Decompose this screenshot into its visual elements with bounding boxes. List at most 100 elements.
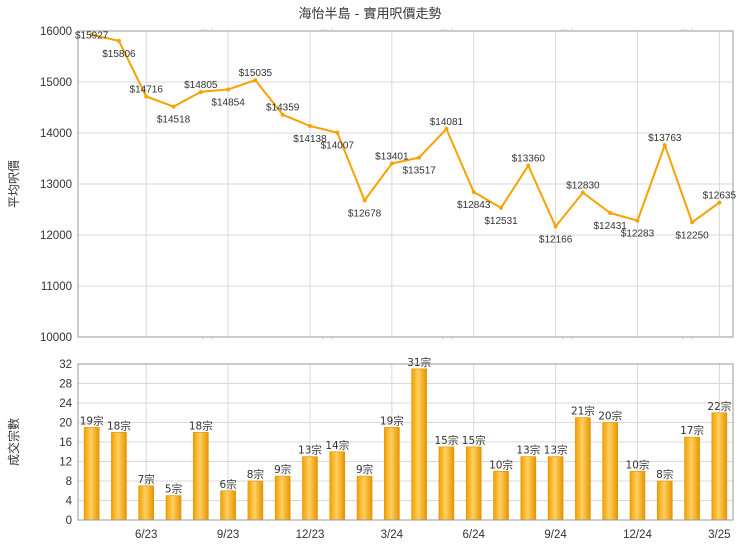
y-tick-label: 24 <box>59 398 72 410</box>
volume-data-label: 10宗 <box>489 458 513 471</box>
price-point <box>717 200 722 205</box>
y-tick-label: 32 <box>59 359 72 371</box>
y-tick-label: 4 <box>66 496 73 508</box>
price-data-label: $14518 <box>157 115 191 126</box>
price-point <box>253 78 258 83</box>
price-data-label: $14805 <box>184 80 218 91</box>
volume-bar <box>83 427 100 521</box>
price-data-label: $14081 <box>430 117 464 128</box>
y-tick-label: 14000 <box>40 128 72 140</box>
price-point <box>662 143 667 148</box>
price-point <box>89 32 94 37</box>
price-point <box>499 205 504 210</box>
y-tick-label: 13000 <box>40 179 72 191</box>
volume-bar <box>411 368 427 521</box>
volume-bar <box>329 451 346 521</box>
volume-bar <box>711 412 728 521</box>
y-tick-label: 10000 <box>40 332 72 344</box>
price-point <box>280 112 285 117</box>
y-tick-label: 15000 <box>40 77 72 89</box>
volume-data-label: 21宗 <box>571 405 595 418</box>
x-tick-label: 9/23 <box>217 529 239 541</box>
x-tick-label: 12/23 <box>296 529 325 541</box>
volume-bar <box>274 475 291 521</box>
volume-data-label: 15宗 <box>435 434 459 447</box>
volume-bar <box>302 456 318 521</box>
price-data-label: $14138 <box>293 134 327 145</box>
price-point <box>471 190 476 195</box>
volume-axis-label: 成交宗數 <box>6 418 21 466</box>
volume-data-label: 8宗 <box>656 468 673 481</box>
price-data-label: $12635 <box>703 191 737 202</box>
price-point <box>608 211 613 216</box>
volume-data-label: 7宗 <box>138 473 155 486</box>
volume-bar <box>547 456 564 521</box>
price-data-label: $12283 <box>621 229 655 240</box>
volume-bar <box>575 417 591 521</box>
price-point <box>526 163 531 168</box>
price-data-label: $12431 <box>594 221 628 232</box>
x-tick-label: 3/24 <box>381 529 404 541</box>
volume-bar <box>684 436 700 521</box>
price-data-label: $12531 <box>484 216 518 227</box>
price-data-label: $15035 <box>239 68 273 79</box>
y-tick-label: 8 <box>66 476 72 488</box>
price-point <box>171 104 176 109</box>
x-tick-label: 6/23 <box>135 529 157 541</box>
price-point <box>635 218 640 223</box>
price-axis-label: 平均呎價 <box>7 160 21 208</box>
volume-data-label: 31宗 <box>407 356 431 369</box>
volume-bar <box>356 475 373 521</box>
volume-bar <box>247 480 264 521</box>
x-tick-label: 6/24 <box>463 529 486 541</box>
y-tick-label: 16 <box>59 437 72 449</box>
volume-data-label: 9宗 <box>356 463 373 476</box>
price-data-label: $13360 <box>512 154 546 165</box>
price-point <box>226 87 231 92</box>
volume-bar <box>220 490 236 521</box>
x-tick-label: 9/24 <box>544 529 567 541</box>
price-data-label: $15806 <box>102 49 136 60</box>
price-data-label: $12843 <box>457 200 491 211</box>
price-point <box>690 220 695 225</box>
price-point <box>362 198 367 203</box>
volume-bar <box>138 485 155 521</box>
price-data-label: $13401 <box>375 152 409 163</box>
volume-data-label: 5宗 <box>165 483 182 496</box>
price-point <box>553 224 558 229</box>
y-tick-label: 16000 <box>40 26 72 38</box>
volume-data-label: 13宗 <box>516 444 540 457</box>
volume-data-label: 19宗 <box>380 414 404 427</box>
price-point <box>417 155 422 160</box>
price-data-label: $12678 <box>348 208 382 219</box>
volume-data-label: 22宗 <box>707 400 731 413</box>
price-data-label: $14854 <box>211 97 245 108</box>
volume-data-label: 6宗 <box>220 478 237 491</box>
volume-data-label: 9宗 <box>274 463 291 476</box>
price-data-label: $14359 <box>266 103 300 114</box>
y-tick-label: 12000 <box>40 230 72 242</box>
volume-bar <box>384 427 400 521</box>
price-point <box>116 38 121 43</box>
volume-bar <box>193 431 209 521</box>
price-line-chart: 10000 11000 12000 13000 14000 15000 16000 平均呎價 $… <box>7 26 736 344</box>
volume-data-label: 18宗 <box>107 419 131 432</box>
volume-bar <box>656 480 673 521</box>
volume-data-label: 13宗 <box>298 444 322 457</box>
volume-bar <box>520 456 537 521</box>
volume-data-label: 18宗 <box>189 419 213 432</box>
price-point <box>198 89 203 94</box>
price-data-label: $12166 <box>539 235 573 246</box>
y-tick-label: 28 <box>59 379 72 391</box>
price-data-label: $12250 <box>675 230 709 241</box>
volume-data-label: 14宗 <box>325 439 349 452</box>
y-tick-label: 20 <box>59 418 72 430</box>
price-point <box>580 190 585 195</box>
volume-data-label: 17宗 <box>680 424 704 437</box>
price-point <box>307 123 312 128</box>
y-tick-label: 0 <box>66 515 72 527</box>
price-data-label: $14716 <box>130 84 164 95</box>
price-point <box>335 130 340 135</box>
price-data-label: $14007 <box>321 141 355 152</box>
